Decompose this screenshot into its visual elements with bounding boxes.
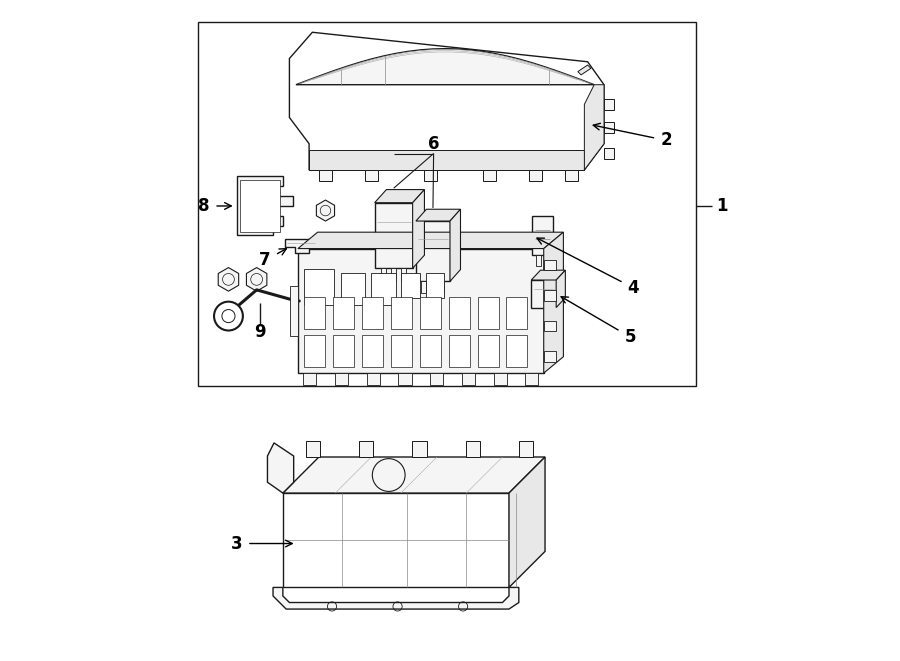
Polygon shape xyxy=(273,588,518,609)
Polygon shape xyxy=(333,335,355,367)
Polygon shape xyxy=(536,255,541,266)
Polygon shape xyxy=(528,170,542,181)
Polygon shape xyxy=(439,282,444,293)
Polygon shape xyxy=(335,373,348,385)
Polygon shape xyxy=(545,255,550,266)
Polygon shape xyxy=(366,373,380,385)
Polygon shape xyxy=(364,170,378,181)
Polygon shape xyxy=(419,335,441,367)
Text: 8: 8 xyxy=(199,197,231,215)
Polygon shape xyxy=(382,268,386,282)
Polygon shape xyxy=(421,282,426,293)
Polygon shape xyxy=(426,274,444,298)
Polygon shape xyxy=(290,286,298,336)
Polygon shape xyxy=(509,457,545,588)
Polygon shape xyxy=(237,176,292,235)
Polygon shape xyxy=(283,493,509,588)
Polygon shape xyxy=(430,282,435,293)
Polygon shape xyxy=(462,373,475,385)
Polygon shape xyxy=(544,232,563,373)
Text: 1: 1 xyxy=(716,197,728,215)
Polygon shape xyxy=(450,210,461,282)
Polygon shape xyxy=(478,297,499,329)
Polygon shape xyxy=(362,297,383,329)
Polygon shape xyxy=(412,190,425,268)
Polygon shape xyxy=(359,441,374,457)
Polygon shape xyxy=(298,249,544,373)
Polygon shape xyxy=(544,352,555,362)
Polygon shape xyxy=(544,260,555,270)
Polygon shape xyxy=(400,268,406,282)
Polygon shape xyxy=(604,99,614,110)
Text: 9: 9 xyxy=(254,323,266,342)
Polygon shape xyxy=(493,373,507,385)
Polygon shape xyxy=(306,441,320,457)
Polygon shape xyxy=(478,335,499,367)
Polygon shape xyxy=(198,22,696,386)
Polygon shape xyxy=(284,239,318,253)
Polygon shape xyxy=(319,170,332,181)
Polygon shape xyxy=(298,232,563,249)
Polygon shape xyxy=(391,268,396,282)
Polygon shape xyxy=(532,215,553,255)
Polygon shape xyxy=(544,321,555,331)
Polygon shape xyxy=(372,273,396,305)
Text: 3: 3 xyxy=(231,535,292,553)
Text: 5: 5 xyxy=(561,297,636,346)
Polygon shape xyxy=(283,457,545,493)
Polygon shape xyxy=(304,268,334,305)
Polygon shape xyxy=(544,290,555,301)
Polygon shape xyxy=(374,190,425,203)
Polygon shape xyxy=(584,85,604,170)
Polygon shape xyxy=(507,335,527,367)
Polygon shape xyxy=(556,270,565,307)
Polygon shape xyxy=(604,148,614,159)
Polygon shape xyxy=(362,335,383,367)
Polygon shape xyxy=(391,335,412,367)
Polygon shape xyxy=(416,210,461,221)
Polygon shape xyxy=(401,274,419,298)
Polygon shape xyxy=(267,443,293,493)
Polygon shape xyxy=(531,280,556,307)
Polygon shape xyxy=(296,49,594,85)
Polygon shape xyxy=(303,373,316,385)
Polygon shape xyxy=(482,170,496,181)
Polygon shape xyxy=(531,270,565,280)
Polygon shape xyxy=(374,203,412,268)
Polygon shape xyxy=(304,335,326,367)
Polygon shape xyxy=(604,122,614,133)
Polygon shape xyxy=(507,297,527,329)
Polygon shape xyxy=(399,373,411,385)
Polygon shape xyxy=(340,273,365,305)
Polygon shape xyxy=(309,150,584,170)
Polygon shape xyxy=(449,297,470,329)
Text: 2: 2 xyxy=(593,124,672,149)
Text: 4: 4 xyxy=(537,238,639,297)
Polygon shape xyxy=(578,65,591,75)
Polygon shape xyxy=(465,441,480,457)
Polygon shape xyxy=(290,32,604,170)
Polygon shape xyxy=(412,441,427,457)
Text: 7: 7 xyxy=(259,249,286,270)
Polygon shape xyxy=(526,373,538,385)
Polygon shape xyxy=(419,297,441,329)
Polygon shape xyxy=(449,335,470,367)
Polygon shape xyxy=(424,170,436,181)
Polygon shape xyxy=(333,297,355,329)
Polygon shape xyxy=(416,221,450,282)
Polygon shape xyxy=(518,441,533,457)
Polygon shape xyxy=(304,297,326,329)
Polygon shape xyxy=(430,373,444,385)
Polygon shape xyxy=(564,170,578,181)
Text: 6: 6 xyxy=(428,135,439,153)
Polygon shape xyxy=(391,297,412,329)
Polygon shape xyxy=(240,180,280,232)
